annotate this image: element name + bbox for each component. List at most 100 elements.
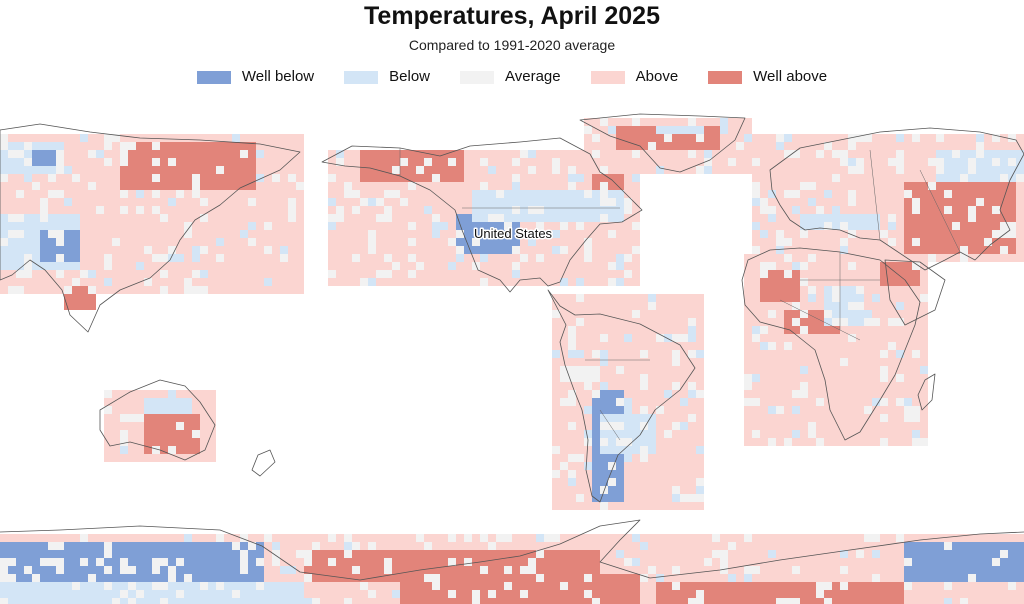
- grid-cell: [456, 278, 464, 286]
- grid-cell: [992, 534, 1000, 542]
- grid-cell: [848, 582, 856, 590]
- grid-cell: [464, 150, 472, 158]
- grid-cell: [88, 222, 96, 230]
- grid-cell: [728, 598, 736, 604]
- grid-cell: [832, 542, 840, 550]
- grid-cell: [152, 406, 160, 414]
- legend-item-well-below: Well below: [196, 68, 314, 86]
- grid-cell: [856, 278, 864, 286]
- grid-cell: [224, 206, 232, 214]
- grid-cell: [360, 150, 368, 158]
- grid-cell: [888, 198, 896, 206]
- grid-cell: [424, 166, 432, 174]
- grid-cell: [504, 262, 512, 270]
- grid-cell: [752, 414, 760, 422]
- grid-cell: [344, 278, 352, 286]
- grid-cell: [640, 374, 648, 382]
- grid-cell: [464, 566, 472, 574]
- grid-cell: [1016, 182, 1024, 190]
- grid-cell: [376, 190, 384, 198]
- grid-cell: [912, 398, 920, 406]
- grid-cell: [424, 182, 432, 190]
- grid-cell: [976, 214, 984, 222]
- grid-cell: [656, 374, 664, 382]
- grid-cell: [568, 486, 576, 494]
- grid-cell: [1008, 174, 1016, 182]
- grid-cell: [552, 558, 560, 566]
- grid-cell: [408, 190, 416, 198]
- grid-cell: [784, 182, 792, 190]
- grid-cell: [208, 454, 216, 462]
- grid-cell: [792, 406, 800, 414]
- grid-cell: [776, 262, 784, 270]
- grid-cell: [464, 190, 472, 198]
- grid-cell: [656, 302, 664, 310]
- grid-cell: [488, 150, 496, 158]
- grid-cell: [992, 222, 1000, 230]
- grid-cell: [568, 598, 576, 604]
- grid-cell: [808, 358, 816, 366]
- grid-cell: [808, 222, 816, 230]
- grid-cell: [472, 278, 480, 286]
- grid-cell: [552, 398, 560, 406]
- grid-cell: [336, 206, 344, 214]
- grid-cell: [72, 534, 80, 542]
- grid-cell: [784, 390, 792, 398]
- grid-cell: [168, 278, 176, 286]
- grid-cell: [416, 198, 424, 206]
- grid-cell: [864, 374, 872, 382]
- grid-cell: [80, 238, 88, 246]
- grid-cell: [168, 198, 176, 206]
- grid-cell: [760, 302, 768, 310]
- grid-cell: [576, 542, 584, 550]
- grid-cell: [944, 206, 952, 214]
- grid-cell: [720, 134, 728, 142]
- grid-cell: [120, 246, 128, 254]
- grid-cell: [792, 246, 800, 254]
- grid-cell: [568, 406, 576, 414]
- grid-cell: [528, 262, 536, 270]
- grid-cell: [520, 254, 528, 262]
- grid-cell: [208, 238, 216, 246]
- grid-cell: [200, 422, 208, 430]
- grid-cell: [48, 214, 56, 222]
- grid-cell: [440, 566, 448, 574]
- grid-cell: [896, 574, 904, 582]
- grid-cell: [456, 262, 464, 270]
- grid-cell: [432, 166, 440, 174]
- grid-cell: [64, 246, 72, 254]
- grid-cell: [840, 350, 848, 358]
- grid-cell: [8, 550, 16, 558]
- grid-cell: [176, 262, 184, 270]
- grid-cell: [240, 542, 248, 550]
- grid-cell: [344, 182, 352, 190]
- grid-cell: [392, 190, 400, 198]
- grid-cell: [880, 318, 888, 326]
- grid-cell: [560, 246, 568, 254]
- grid-cell: [136, 254, 144, 262]
- grid-cell: [672, 374, 680, 382]
- grid-cell: [768, 534, 776, 542]
- grid-cell: [872, 326, 880, 334]
- grid-cell: [1000, 542, 1008, 550]
- grid-cell: [80, 270, 88, 278]
- grid-cell: [96, 174, 104, 182]
- grid-cell: [936, 574, 944, 582]
- grid-cell: [816, 334, 824, 342]
- grid-cell: [800, 214, 808, 222]
- grid-cell: [592, 358, 600, 366]
- grid-cell: [288, 598, 296, 604]
- grid-cell: [832, 182, 840, 190]
- grid-cell: [688, 438, 696, 446]
- grid-cell: [496, 238, 504, 246]
- grid-cell: [584, 358, 592, 366]
- grid-cell: [864, 598, 872, 604]
- grid-cell: [928, 166, 936, 174]
- grid-cell: [304, 590, 312, 598]
- grid-cell: [112, 590, 120, 598]
- grid-cell: [200, 574, 208, 582]
- grid-cell: [336, 198, 344, 206]
- grid-cell: [600, 174, 608, 182]
- grid-cell: [0, 222, 8, 230]
- grid-cell: [704, 134, 712, 142]
